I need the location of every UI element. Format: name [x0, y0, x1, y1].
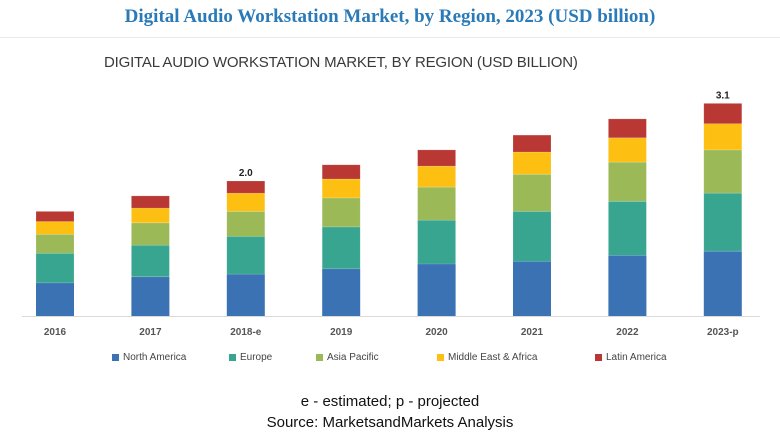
bar-segment-latin-america-2021	[512, 134, 552, 153]
bar-segment-north-america-2021	[513, 261, 551, 316]
legend-item-latin-america: Latin America	[595, 352, 667, 363]
chart-title: DIGITAL AUDIO WORKSTATION MARKET, BY REG…	[104, 54, 578, 71]
title-divider	[0, 37, 780, 38]
legend-label-north-america: North America	[123, 352, 187, 363]
bar-stack-2022	[608, 118, 647, 317]
legend: North America Europe Asia Pacific Middle Ea…	[0, 352, 780, 366]
bar-stack-2023-p	[703, 103, 743, 316]
bar-segment-europe-2021	[512, 211, 552, 262]
legend-item-europe: Europe	[229, 352, 272, 363]
legend-label-latin-america: Latin America	[606, 352, 667, 363]
bar-segment-europe-2017	[131, 244, 170, 278]
bar-segment-asia-pacific-2018-e	[226, 211, 266, 237]
bar-segment-latin-america-2022	[608, 118, 647, 139]
data-label-2018-e: 2.0	[239, 168, 253, 179]
legend-item-middle-east-africa: Middle East & Africa	[437, 352, 537, 363]
bar-segment-middle-east-africa-2022	[608, 137, 647, 163]
source-note: Source: MarketsandMarkets Analysis	[266, 414, 514, 431]
x-tick-label-2016: 2016	[44, 327, 67, 338]
x-tick-label-2023-p: 2023-p	[707, 327, 739, 338]
legend-item-asia-pacific: Asia Pacific	[316, 352, 379, 363]
legend-item-north-america: North America	[112, 352, 186, 363]
legend-label-europe: Europe	[240, 352, 273, 363]
legend-swatch-europe	[229, 354, 236, 361]
bar-segment-north-america-2023-p	[703, 251, 742, 316]
legend-label-middle-east-africa: Middle East & Africa	[448, 352, 538, 363]
legend-swatch-middle-east-africa	[437, 354, 444, 361]
bar-segment-latin-america-2023-p	[703, 103, 743, 125]
bar-stack-2021	[512, 134, 552, 316]
legend-swatch-asia-pacific	[316, 354, 323, 361]
bar-segment-europe-2019	[321, 226, 361, 270]
bar-segment-middle-east-africa-2021	[512, 151, 552, 175]
bar-segment-latin-america-2016	[35, 211, 75, 222]
bar-stack-2019	[321, 164, 361, 317]
x-tick-label-2018-e: 2018-e	[230, 327, 262, 338]
bar-stack-2018-e	[226, 180, 266, 316]
bar-stack-2020	[417, 149, 456, 316]
bar-segment-middle-east-africa-2018-e	[226, 192, 266, 212]
bar-segment-europe-2016	[35, 252, 75, 284]
bar-segment-middle-east-africa-2017	[131, 207, 170, 224]
bar-segment-asia-pacific-2023-p	[703, 149, 743, 194]
bars-group	[35, 103, 743, 317]
x-tick-labels: 2016 2017 2018-e 2019 2020 2021 2022 2023-p	[44, 327, 739, 338]
bar-segment-asia-pacific-2020	[417, 186, 456, 221]
bar-segment-north-america-2016	[36, 282, 74, 316]
bar-segment-asia-pacific-2017	[131, 222, 170, 246]
bar-segment-asia-pacific-2022	[608, 161, 647, 202]
x-tick-label-2022: 2022	[616, 327, 639, 338]
bar-segment-europe-2020	[417, 219, 456, 265]
bar-segment-middle-east-africa-2016	[35, 221, 75, 235]
data-labels: 2.0 3.1	[239, 90, 730, 179]
banner-title: Digital Audio Workstation Market, by Reg…	[124, 6, 656, 27]
bar-segment-middle-east-africa-2023-p	[703, 123, 743, 151]
data-label-2023-p: 3.1	[716, 90, 730, 101]
bar-segment-north-america-2017	[131, 276, 170, 316]
x-tick-label-2021: 2021	[521, 327, 544, 338]
bar-segment-europe-2022	[608, 201, 647, 256]
bar-segment-middle-east-africa-2019	[321, 178, 361, 199]
legend-label-asia-pacific: Asia Pacific	[327, 352, 379, 363]
bar-segment-latin-america-2018-e	[226, 180, 266, 194]
bar-segment-europe-2018-e	[226, 236, 266, 275]
x-tick-label-2019: 2019	[330, 327, 353, 338]
bar-segment-north-america-2022	[608, 255, 647, 317]
bar-segment-latin-america-2019	[321, 164, 361, 180]
bar-segment-asia-pacific-2016	[35, 234, 75, 254]
bar-stack-2016	[35, 211, 75, 316]
bar-stack-2017	[131, 195, 170, 316]
bar-segment-north-america-2018-e	[226, 274, 265, 316]
bar-segment-middle-east-africa-2020	[417, 165, 456, 188]
bar-segment-latin-america-2017	[131, 195, 170, 209]
bar-segment-europe-2023-p	[703, 192, 743, 252]
bar-segment-north-america-2019	[322, 268, 361, 317]
estimate-note: e - estimated; p - projected	[300, 393, 480, 410]
bar-segment-north-america-2020	[417, 264, 456, 316]
bar-segment-asia-pacific-2021	[512, 174, 552, 212]
legend-swatch-latin-america	[595, 354, 602, 361]
bar-segment-asia-pacific-2019	[321, 197, 361, 228]
legend-swatch-north-america	[112, 354, 119, 361]
x-tick-label-2020: 2020	[425, 327, 448, 338]
x-tick-label-2017: 2017	[139, 327, 162, 338]
bar-segment-latin-america-2020	[417, 149, 456, 167]
